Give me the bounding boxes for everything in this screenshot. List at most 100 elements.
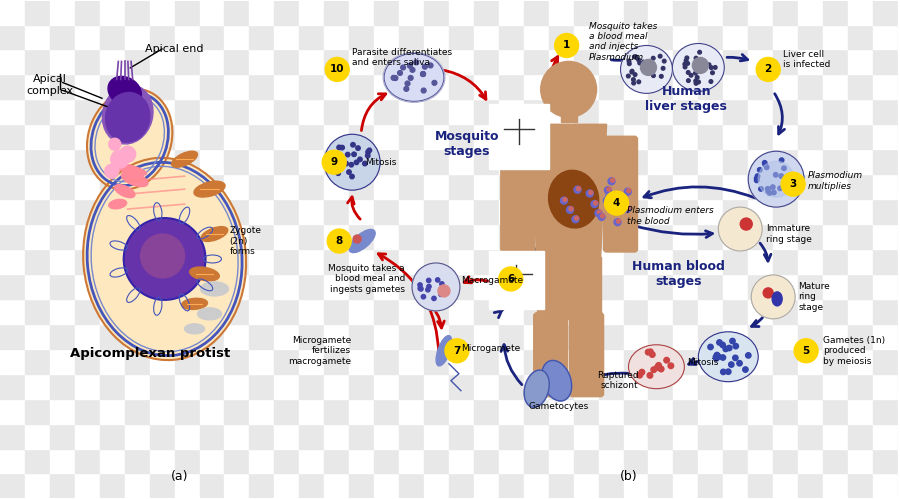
Bar: [748, 474, 773, 499]
Bar: [100, 374, 125, 399]
Bar: [824, 224, 848, 249]
Bar: [374, 324, 399, 349]
Bar: [873, 99, 898, 124]
Bar: [898, 49, 900, 74]
Bar: [175, 274, 200, 299]
Bar: [748, 124, 773, 149]
Bar: [274, 49, 300, 74]
Bar: [598, 399, 624, 424]
Circle shape: [638, 61, 642, 65]
Text: Microgamete: Microgamete: [461, 344, 520, 353]
Bar: [25, 199, 50, 224]
Bar: [249, 99, 274, 124]
Bar: [0, 0, 25, 24]
Bar: [598, 374, 624, 399]
Circle shape: [668, 363, 674, 369]
Ellipse shape: [436, 336, 452, 366]
Bar: [200, 49, 224, 74]
Circle shape: [566, 207, 573, 214]
Bar: [449, 374, 474, 399]
Circle shape: [642, 66, 645, 69]
Bar: [549, 249, 573, 274]
Bar: [175, 249, 200, 274]
Bar: [449, 199, 474, 224]
Bar: [598, 274, 624, 299]
Bar: [125, 124, 149, 149]
Bar: [573, 449, 598, 474]
Bar: [249, 199, 274, 224]
Bar: [224, 49, 249, 74]
Bar: [748, 399, 773, 424]
Bar: [549, 299, 573, 324]
Circle shape: [336, 171, 340, 176]
Bar: [673, 324, 698, 349]
Bar: [474, 249, 499, 274]
Circle shape: [758, 161, 794, 197]
Bar: [748, 324, 773, 349]
Bar: [149, 349, 175, 374]
Bar: [50, 249, 75, 274]
Ellipse shape: [349, 230, 375, 252]
Bar: [300, 474, 324, 499]
Bar: [848, 199, 873, 224]
Bar: [649, 349, 673, 374]
Bar: [149, 174, 175, 199]
Bar: [424, 124, 449, 149]
Circle shape: [664, 357, 670, 363]
Bar: [374, 124, 399, 149]
Bar: [474, 299, 499, 324]
Circle shape: [613, 207, 617, 211]
Text: 10: 10: [330, 64, 345, 74]
Bar: [349, 74, 374, 99]
Bar: [424, 324, 449, 349]
Bar: [149, 199, 175, 224]
Bar: [598, 24, 624, 49]
Text: Plasmodium enters
the blood: Plasmodium enters the blood: [626, 206, 714, 226]
Circle shape: [784, 176, 788, 181]
Bar: [349, 174, 374, 199]
Bar: [474, 449, 499, 474]
Circle shape: [742, 367, 748, 372]
Bar: [100, 274, 125, 299]
Bar: [349, 124, 374, 149]
Circle shape: [418, 283, 422, 287]
Circle shape: [349, 163, 354, 167]
Circle shape: [400, 65, 406, 70]
Bar: [673, 99, 698, 124]
Bar: [898, 0, 900, 24]
Circle shape: [648, 349, 653, 355]
Bar: [449, 74, 474, 99]
Bar: [100, 449, 125, 474]
Bar: [549, 274, 573, 299]
Bar: [549, 374, 573, 399]
Bar: [449, 349, 474, 374]
Circle shape: [766, 189, 770, 194]
Bar: [399, 474, 424, 499]
Bar: [698, 449, 724, 474]
Bar: [824, 0, 848, 24]
Bar: [374, 299, 399, 324]
Circle shape: [658, 366, 664, 372]
Bar: [824, 74, 848, 99]
Ellipse shape: [620, 45, 672, 93]
Bar: [524, 199, 549, 224]
Circle shape: [762, 161, 767, 165]
FancyBboxPatch shape: [500, 136, 535, 252]
Circle shape: [140, 234, 184, 278]
Bar: [798, 149, 824, 174]
Bar: [50, 274, 75, 299]
Circle shape: [572, 216, 579, 223]
Bar: [524, 274, 549, 299]
Text: 7: 7: [454, 346, 461, 356]
Bar: [573, 274, 598, 299]
Bar: [224, 374, 249, 399]
Bar: [673, 149, 698, 174]
Circle shape: [627, 59, 631, 63]
Circle shape: [626, 189, 631, 193]
Bar: [873, 324, 898, 349]
Bar: [224, 0, 249, 24]
Bar: [25, 349, 50, 374]
Bar: [598, 124, 624, 149]
Circle shape: [683, 62, 687, 66]
Bar: [524, 0, 549, 24]
